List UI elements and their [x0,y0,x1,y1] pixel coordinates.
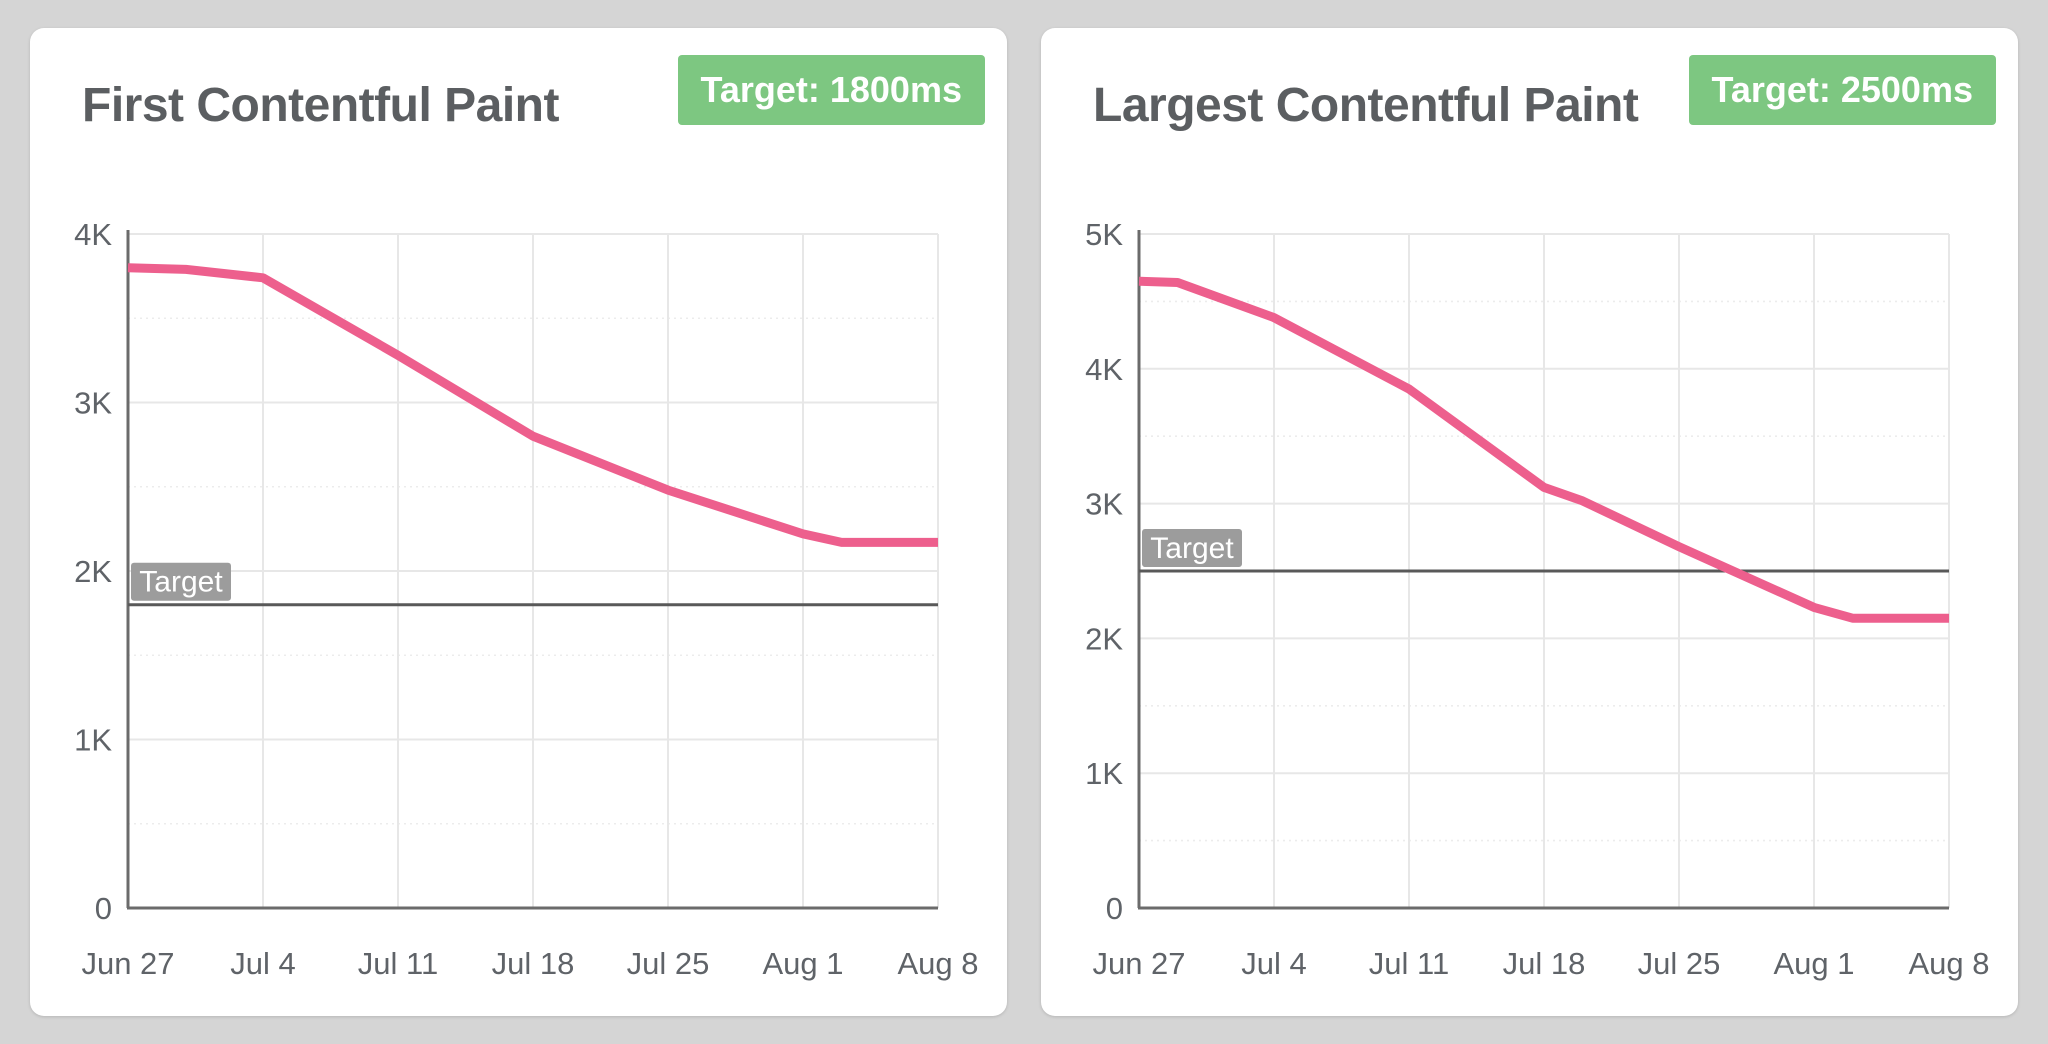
target-annotation-box [1142,529,1242,567]
x-tick-label: Jun 27 [81,946,174,981]
x-tick-label: Jul 11 [358,946,438,981]
x-tick-label: Jun 27 [1092,946,1185,981]
y-tick-label: 2K [1085,621,1123,656]
y-tick-label: 4K [1085,352,1123,387]
x-tick-label: Jul 25 [1638,946,1721,981]
target-annotation-label: Target [139,566,223,599]
y-tick-label: 1K [1085,756,1123,791]
y-tick-label: 2K [74,554,112,589]
target-annotation-label: Target [1150,532,1234,565]
y-tick-label: 0 [95,891,112,926]
x-tick-label: Aug 8 [1908,946,1989,981]
lcp-card: Largest Contentful Paint Target: 2500ms … [1041,28,2018,1016]
lcp-chart-title: Largest Contentful Paint [1093,79,1639,132]
x-tick-label: Aug 1 [762,946,843,981]
y-tick-label: 3K [1085,487,1123,522]
fcp-line-chart: 4K 3K 2K 1K 0 Jun 27 Jul 4 Jul 11 Jul 18 Jul 25 Au… [74,217,978,981]
first-contentful-paint-ms-trend-line [127,263,938,547]
y-tick-label: 1K [74,723,112,758]
y-tick-label: 3K [74,386,112,421]
lcp-line-chart: 5K 4K 3K 2K 1K 0 Jun 27 Jul 4 Jul 11 Jul 18 Jul 25… [1085,217,1989,981]
lcp-target-badge: Target: 2500ms [1688,55,1996,125]
y-tick-label: 4K [74,217,112,252]
fcp-chart-title: First Contentful Paint [82,79,559,132]
x-tick-label: Aug 8 [897,946,978,981]
x-tick-label: Jul 4 [1241,946,1306,981]
fcp-target-badge: Target: 1800ms [677,55,985,125]
x-tick-label: Jul 18 [1503,946,1586,981]
y-tick-label: 0 [1106,891,1123,926]
largest-contentful-paint-ms-trend-line [1138,276,1949,623]
fcp-card: First Contentful Paint Target: 1800ms 4K… [30,28,1007,1016]
target-annotation-box [131,562,231,601]
x-tick-label: Jul 18 [492,946,575,981]
x-tick-label: Jul 11 [1369,946,1449,981]
y-tick-label: 5K [1085,217,1123,252]
x-tick-label: Aug 1 [1773,946,1854,981]
x-tick-label: Jul 4 [230,946,295,981]
x-tick-label: Jul 25 [627,946,710,981]
